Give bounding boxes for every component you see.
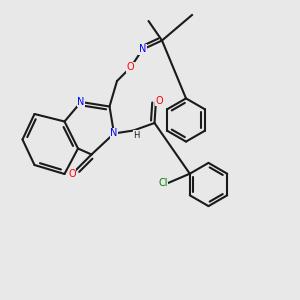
Text: N: N <box>139 44 146 55</box>
Text: Cl: Cl <box>158 178 167 188</box>
Text: O: O <box>127 62 134 73</box>
Text: N: N <box>110 128 118 139</box>
Text: O: O <box>68 169 76 179</box>
Text: N: N <box>77 97 85 107</box>
Text: H: H <box>133 130 140 140</box>
Text: O: O <box>155 95 163 106</box>
